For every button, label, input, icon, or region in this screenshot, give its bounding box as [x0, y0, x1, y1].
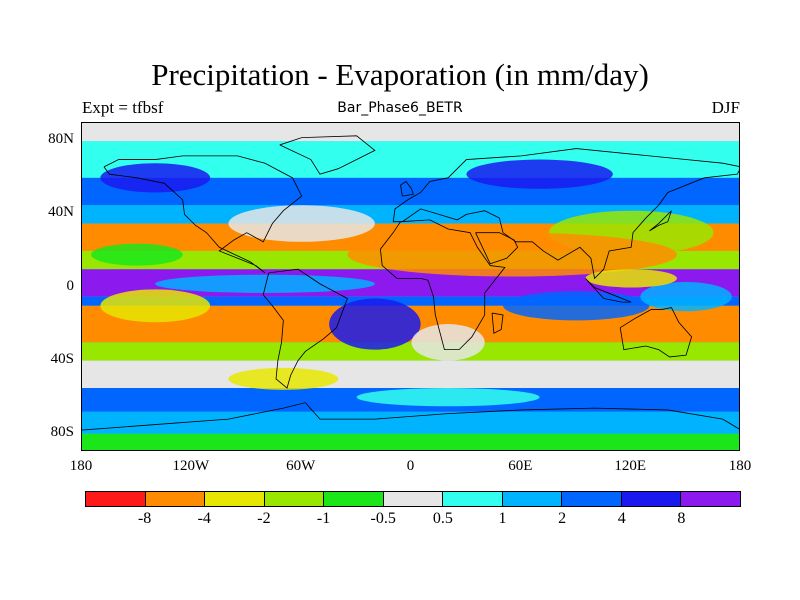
field-patch-0 [100, 163, 211, 193]
coastline-madagascar [491, 312, 504, 334]
colorbar-tick-label: 8 [677, 510, 686, 527]
lon-tick-label: 0 [406, 458, 415, 474]
colorbar-tick-label: -0.5 [370, 510, 396, 527]
colorbar-tick-label: 0.5 [432, 510, 453, 527]
field-patch-1 [466, 159, 613, 189]
field-patch-9 [640, 282, 732, 312]
colorbar-box-3 [264, 492, 325, 506]
field-patch-14 [91, 243, 183, 266]
field-patch-13 [585, 269, 677, 288]
colorbar-box-8 [562, 492, 622, 506]
lat-band-7 [82, 296, 739, 306]
colorbar-box-6 [443, 492, 503, 506]
coastline-japan [649, 210, 672, 232]
field-patch-12 [155, 274, 375, 293]
lat-band-12 [82, 411, 739, 434]
lon-tick-label: 120E [614, 458, 646, 474]
coastline-australia [619, 307, 693, 358]
colorbar-tick-label: 4 [617, 510, 626, 527]
colorbar-tick-label: -8 [137, 510, 152, 527]
coastline-eurasia [392, 148, 739, 280]
colorbar-tick-label: 2 [558, 510, 567, 527]
experiment-label: Expt = tfbsf [82, 98, 164, 117]
lat-band-13 [82, 433, 739, 450]
field-patch-4 [347, 232, 677, 277]
lat-tick-label: 80S [50, 423, 74, 440]
colorbar-box-0 [86, 492, 146, 506]
colorbar-box-9 [621, 492, 682, 506]
lat-band-10 [82, 360, 739, 389]
lat-tick-label: 0 [66, 277, 75, 294]
lat-band-9 [82, 342, 739, 361]
field-patch-10 [228, 367, 339, 390]
coastline-indonesia [585, 278, 632, 303]
field-patch-8 [503, 291, 650, 321]
colorbar-tick-label: -4 [197, 510, 211, 527]
field-map [82, 123, 739, 450]
coastline-arabia [475, 232, 519, 265]
coastline-uk [400, 180, 414, 197]
colorbar-box-2 [205, 492, 265, 506]
lon-tick-label: 180 [728, 458, 752, 474]
lon-tick-label: 120W [172, 458, 210, 474]
field-patch-5 [100, 289, 211, 323]
colorbar-box-4 [324, 492, 384, 506]
coastline-africa-eurasia [379, 219, 506, 351]
season-label: DJF [711, 98, 740, 117]
colorbar-box-7 [502, 492, 563, 506]
coastline-antarctica [82, 402, 739, 431]
colorbar [85, 491, 741, 507]
field-patch-7 [411, 324, 485, 361]
coastline-south-america [262, 268, 348, 389]
world-map [81, 122, 740, 451]
colorbar-box-10 [681, 492, 741, 506]
colorbar-tick-label: -1 [316, 510, 331, 527]
plot-title: Precipitation - Evaporation (in mm/day) [151, 57, 649, 92]
field-patch-11 [356, 388, 540, 407]
colorbar-tick-label: 1 [498, 510, 507, 527]
lat-tick-label: 80N [48, 131, 74, 148]
plot-subtitle: Bar_Phase6_BETR [337, 100, 463, 116]
coastline-greenland [279, 135, 376, 175]
lat-tick-label: 40S [50, 350, 74, 367]
colorbar-box-5 [383, 492, 444, 506]
lat-tick-label: 40N [48, 204, 74, 221]
colorbar-box-1 [145, 492, 206, 506]
colorbar-tick-label: -2 [257, 510, 271, 527]
coastline-north-america [103, 155, 303, 274]
lon-tick-label: 180 [69, 458, 93, 474]
field-patch-6 [329, 298, 421, 350]
lat-band-0 [82, 123, 739, 142]
field-patch-2 [228, 205, 375, 242]
lon-tick-label: 60W [286, 458, 316, 474]
lon-tick-label: 60E [508, 458, 533, 474]
